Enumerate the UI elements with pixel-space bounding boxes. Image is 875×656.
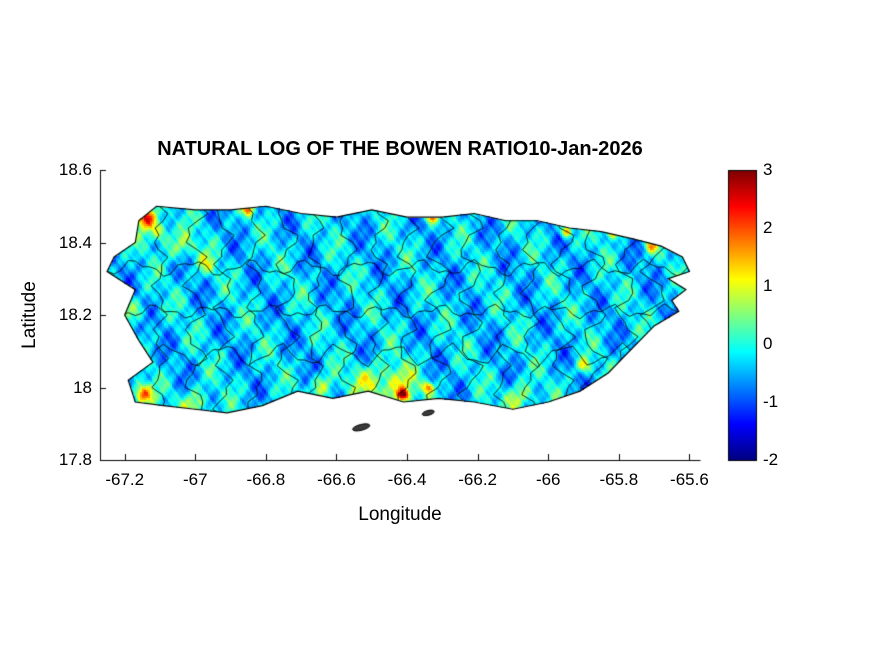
colorbar-tick-label: -2	[763, 450, 779, 469]
y-tick-label: 18.2	[58, 305, 92, 324]
x-tick-label: -67	[182, 470, 208, 489]
x-axis-label: Longitude	[358, 504, 442, 525]
colorbar-tick-label: 0	[763, 334, 773, 353]
x-tick-label: -65.8	[599, 470, 639, 489]
y-tick-label: 18	[73, 377, 92, 397]
x-tick-label: -67.2	[105, 470, 145, 489]
colorbar-tick-label: 2	[763, 218, 773, 237]
y-tick-label: 18.6	[58, 160, 92, 179]
x-tick-label: -66	[535, 470, 561, 489]
plot-title: NATURAL LOG OF THE BOWEN RATIO10-Jan-202…	[157, 138, 643, 160]
x-tick-label: -66.6	[317, 470, 356, 489]
colorbar-tick-label: 1	[763, 276, 773, 295]
colorbar-tick-label: -1	[763, 392, 779, 411]
colorbar-tick-label: 3	[763, 160, 773, 179]
x-tick-label: -66.8	[246, 470, 286, 489]
x-tick-label: -66.2	[458, 470, 498, 489]
x-tick-label: -65.6	[670, 470, 709, 489]
x-tick-label: -66.4	[387, 470, 427, 489]
y-tick-label: 18.4	[58, 232, 92, 252]
y-tick-label: 17.8	[58, 450, 92, 469]
